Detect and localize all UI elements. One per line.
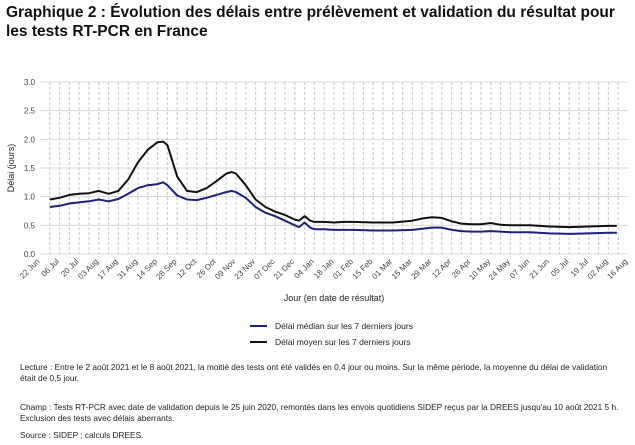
legend-label-median: Délai médian sur les 7 derniers jours: [275, 321, 413, 331]
x-tick-label: 07 Jun: [508, 257, 531, 280]
x-tick-label: 21 Jun: [528, 257, 551, 280]
y-tick-label: 0.0: [24, 250, 36, 259]
y-axis-label: Délai (jours): [6, 144, 16, 193]
y-tick-label: 1.5: [24, 164, 36, 173]
legend: Délai médian sur les 7 derniers jours Dé…: [250, 318, 413, 350]
legend-item-mean: Délai moyen sur les 7 derniers jours: [250, 334, 413, 350]
x-tick-label: 17 Aug: [96, 257, 120, 281]
x-tick-label: 12 Apr: [430, 257, 453, 280]
series-line-median: [49, 181, 617, 235]
x-tick-label: 02 Aug: [586, 257, 610, 281]
note-source: Source : SIDEP ; calculs DREES.: [20, 430, 144, 440]
x-tick-label: 03 Aug: [76, 257, 100, 281]
x-tick-label: 24 May: [487, 257, 512, 282]
x-tick-label: 04 Jan: [292, 257, 315, 280]
x-tick-label: 01 Mar: [370, 257, 394, 281]
legend-label-mean: Délai moyen sur les 7 derniers jours: [275, 337, 411, 347]
x-tick-label: 01 Feb: [331, 257, 355, 281]
y-tick-label: 0.5: [24, 221, 36, 230]
y-tick-label: 2.0: [24, 135, 36, 144]
x-tick-label: 06 Jul: [40, 257, 62, 279]
y-tick-label: 1.0: [24, 193, 36, 202]
x-tick-label: 12 Oct: [175, 257, 199, 281]
chart-title: Graphique 2 : Évolution des délais entre…: [6, 4, 615, 40]
x-tick-label: 28 Sep: [154, 257, 179, 282]
note-champ: Champ : Tests RT-PCR avec date de valida…: [20, 402, 619, 423]
x-tick-label: 15 Mar: [390, 257, 414, 281]
y-tick-label: 2.5: [24, 107, 36, 116]
x-tick-label: 29 Mar: [409, 257, 433, 281]
x-tick-label: 22 Jun: [18, 257, 41, 280]
x-axis-label: Jour (en date de résultat): [284, 293, 385, 303]
legend-swatch-median: [250, 325, 267, 327]
x-tick-label: 21 Dec: [272, 257, 296, 281]
legend-item-median: Délai médian sur les 7 derniers jours: [250, 318, 413, 334]
x-tick-label: 16 Aug: [605, 257, 629, 281]
x-tick-label: 23 Nov: [233, 257, 257, 281]
y-tick-label: 3.0: [24, 78, 36, 87]
x-tick-label: 07 Dec: [252, 257, 276, 281]
x-tick-label: 09 Nov: [213, 257, 237, 281]
series-line-mean: [49, 140, 617, 229]
x-tick-label: 05 Jul: [549, 257, 571, 279]
x-tick-label: 15 Feb: [351, 257, 375, 281]
legend-swatch-mean: [250, 341, 267, 343]
note-lecture: Lecture : Entre le 2 août 2021 et le 8 a…: [20, 362, 608, 383]
